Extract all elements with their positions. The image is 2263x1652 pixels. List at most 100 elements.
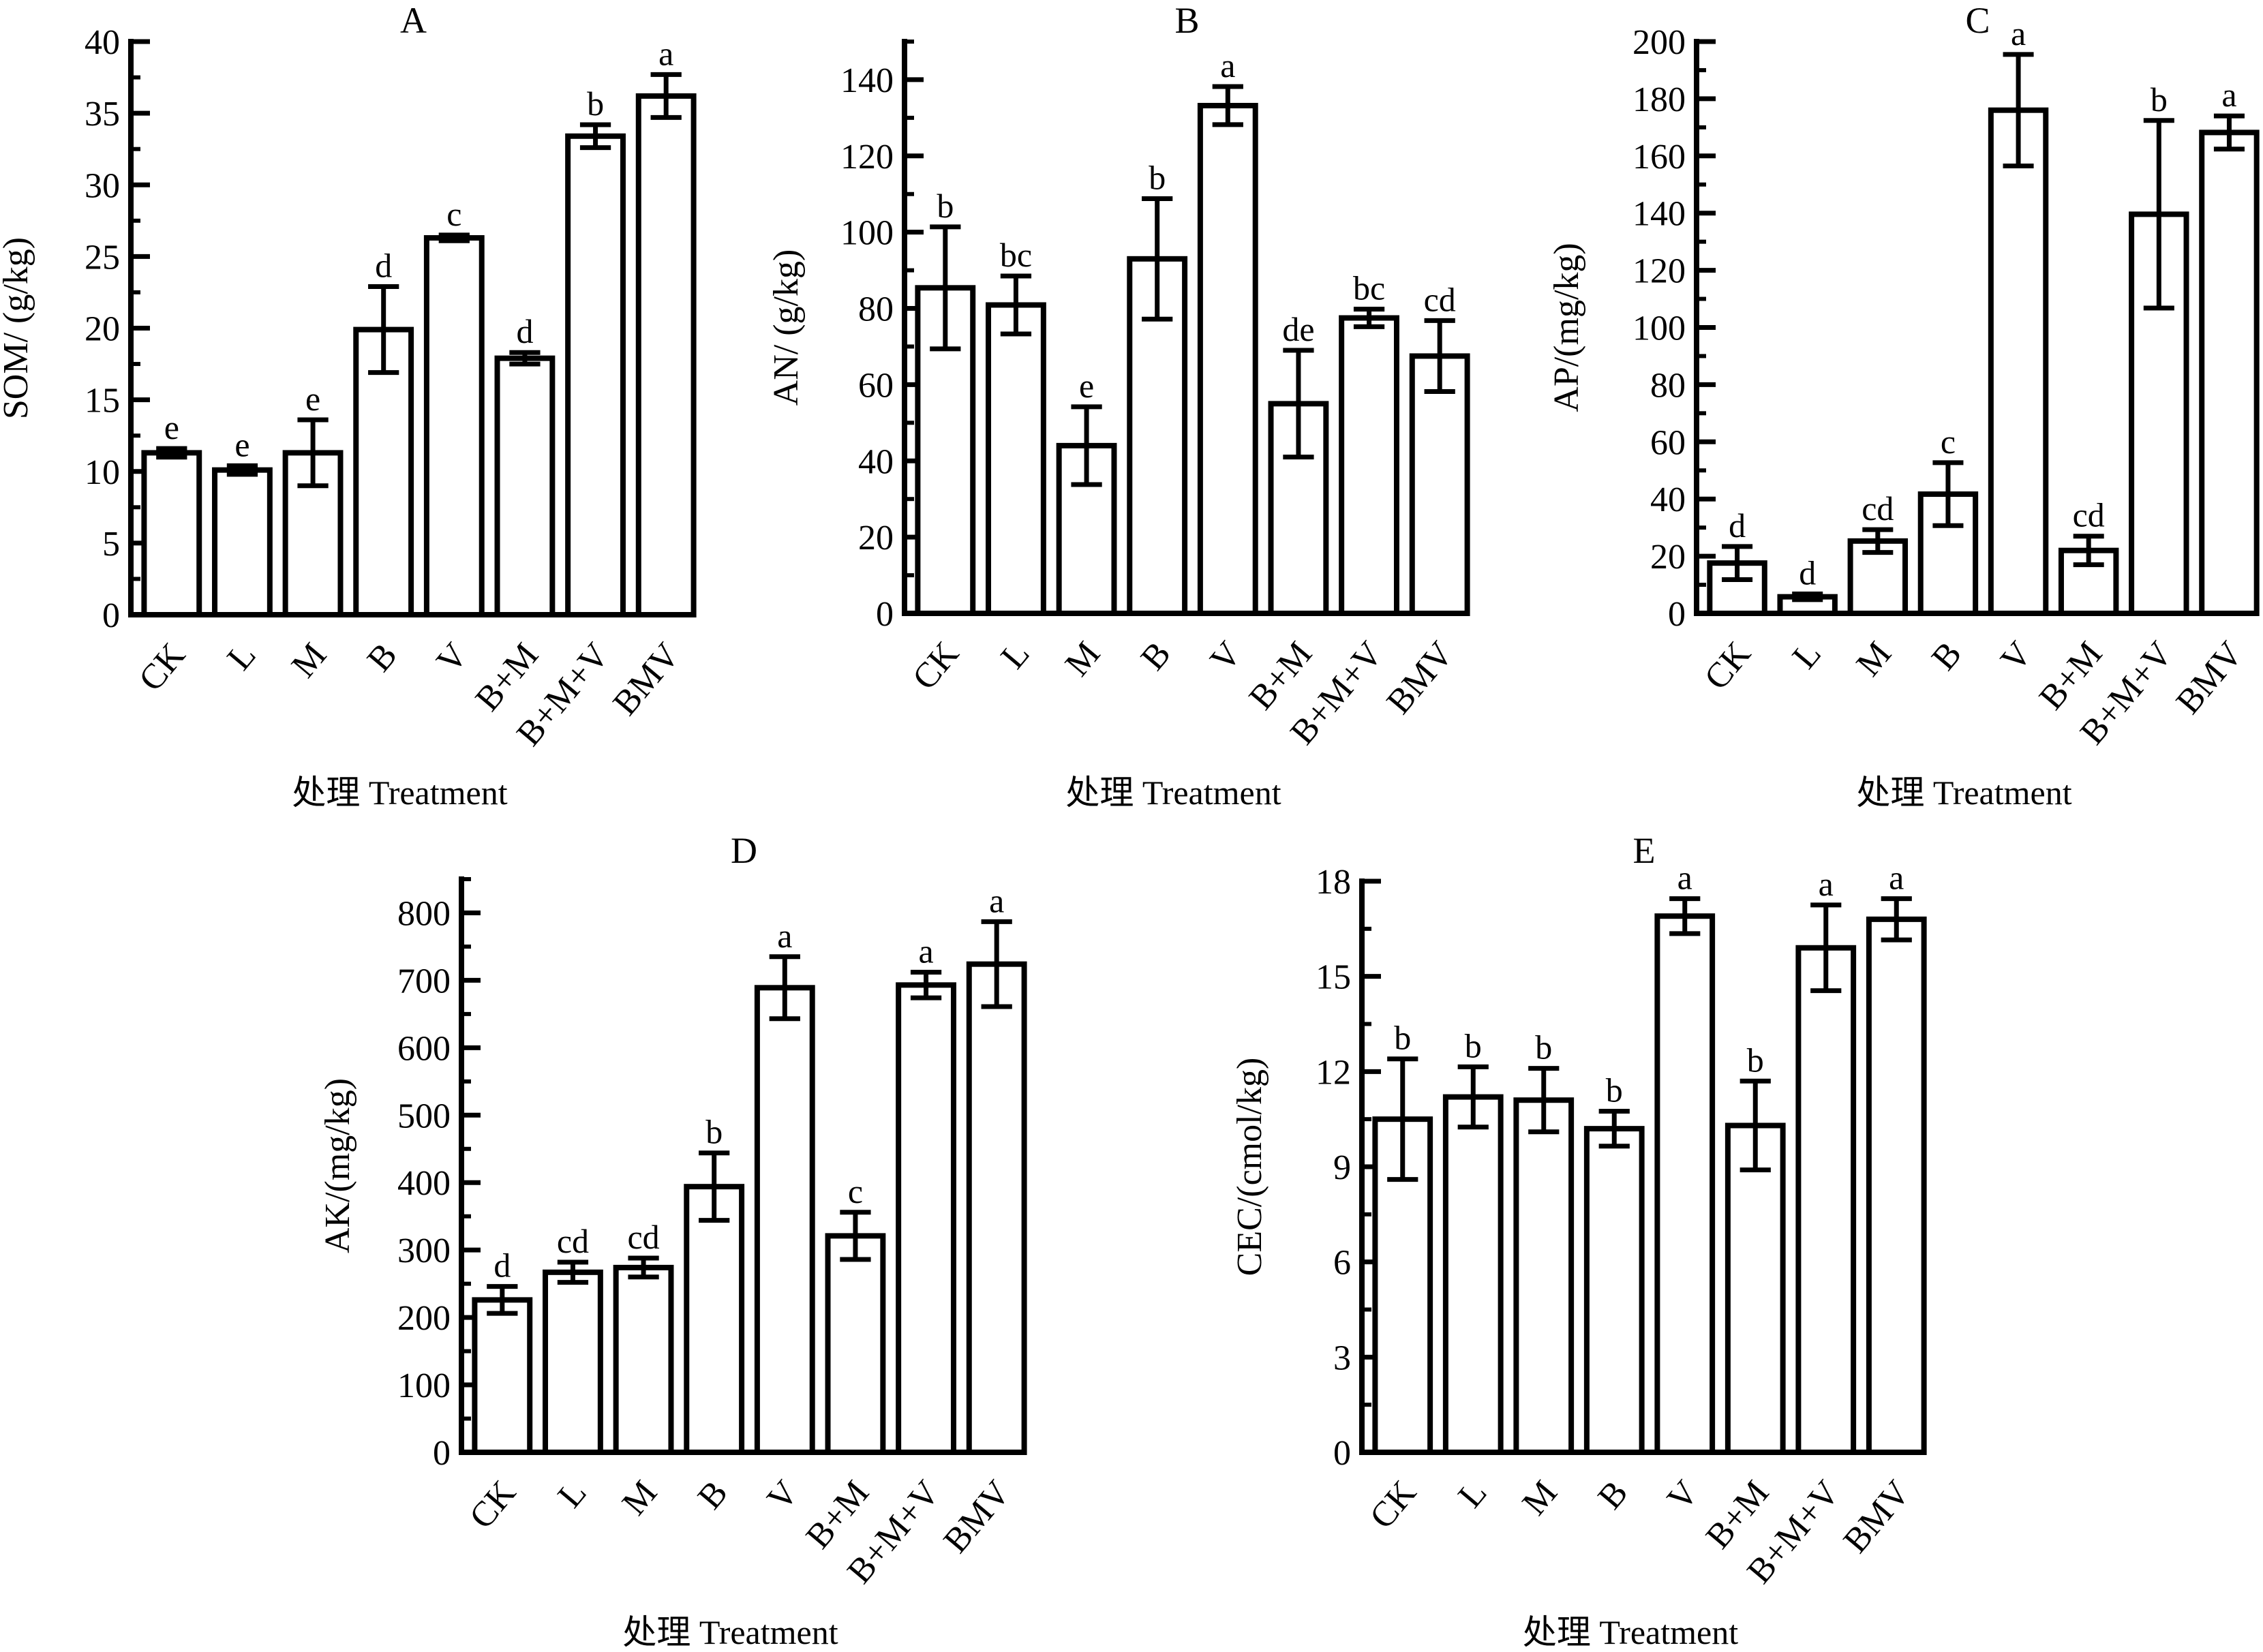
significance-label: c [848,1172,863,1210]
panel-title: D [731,830,757,871]
bar-b-m [825,1233,886,1455]
y-tick-label: 60 [858,366,894,405]
y-tick-label: 0 [102,596,120,635]
x-tick-label: L [220,636,264,677]
significance-label: a [1819,865,1834,903]
significance-label: d [493,1246,511,1285]
y-tick-label: 100 [840,214,894,253]
y-tick-label: 120 [1632,252,1686,291]
y-tick-label: 20 [85,310,120,349]
y-tick-label: 300 [397,1232,451,1270]
y-tick-label: 40 [1650,480,1686,519]
bar-b-m [1725,1122,1786,1455]
panel-a: A 0 5 10 15 20 25 30 35 40 SOM/ (g/kg) e CK e Le Md Bc Vd… [0,0,697,812]
x-axis-title: 处理 Treatment [622,1613,838,1651]
x-axis-title: 处理 Treatment [292,774,507,812]
y-tick-label: 200 [1632,23,1686,62]
error-bar [1071,404,1102,487]
significance-label: a [777,917,792,955]
significance-label: a [918,932,933,970]
bar-v [423,235,485,618]
error-bar [368,284,399,376]
y-tick-label: 100 [1632,309,1686,348]
y-tick-label: 15 [1316,958,1351,997]
significance-label: e [234,425,249,463]
bar-b [1583,1126,1645,1455]
bar-bmv [966,961,1027,1455]
y-tick-label: 40 [85,23,120,62]
error-bar [579,122,611,151]
bar-v [1197,102,1258,616]
panel-d: D 0 100 200 300 400 500 600 700 800 AK/(mg/kg) d CK c… [318,830,1027,1651]
significance-label: a [989,881,1004,919]
bar-b-m [494,355,556,618]
y-tick-label: 400 [397,1164,451,1203]
x-tick-label: M [1058,634,1108,684]
error-bar [1212,84,1243,127]
x-tick-label: V [429,636,476,680]
bar-bmv [2199,129,2260,616]
significance-label: a [1220,46,1235,85]
x-tick-label: BMV [937,1473,1018,1560]
error-bar [1283,348,1314,460]
significance-label: b [1149,158,1166,196]
error-bar [438,232,470,243]
x-tick-label: B [1590,1473,1635,1516]
bar-l [1442,1094,1504,1455]
bar-v [1988,107,2049,616]
bar-m [613,1264,674,1455]
x-tick-label: B [1924,634,1969,677]
significance-label: c [446,195,461,233]
y-tick-label: 6 [1333,1244,1351,1283]
significance-label: e [164,408,179,446]
y-tick-label: 800 [397,894,451,933]
y-tick-label: 180 [1632,80,1686,119]
y-tick-label: 0 [433,1434,451,1473]
bar-ck [472,1297,533,1455]
y-axis-title: AN/ (g/kg) [767,249,806,406]
y-tick-label: 30 [85,166,120,205]
significance-label: b [937,187,954,225]
x-tick-label: L [994,634,1037,676]
error-bar [1722,544,1753,582]
significance-label: b [1535,1028,1552,1067]
x-tick-label: M [615,1473,665,1523]
bar-m [1513,1097,1575,1455]
error-bar [2003,52,2034,168]
x-tick-label: B [690,1473,735,1516]
bar-l [543,1269,603,1455]
y-tick-label: 80 [1650,366,1686,405]
significance-label: de [1282,310,1314,348]
y-tick-label: 140 [840,61,894,100]
error-bar [156,446,187,460]
bar-l [212,467,273,618]
bar-b-m-v [565,133,626,617]
error-bar [1810,902,1842,994]
significance-label: e [305,380,320,418]
x-axis-title: 处理 Treatment [1856,774,2071,812]
error-bar [1881,896,1912,943]
significance-label: a [2011,14,2026,52]
bar-bmv [635,93,697,617]
bar-b [684,1184,745,1455]
y-tick-label: 0 [1668,595,1686,634]
significance-label: a [1889,859,1904,897]
significance-label: cd [2073,496,2105,534]
y-tick-label: 700 [397,962,451,1000]
x-tick-label: B [1134,634,1179,677]
x-tick-label: BMV [2169,634,2251,721]
error-bar [930,224,961,352]
x-tick-label: L [1451,1473,1494,1515]
panel-title: A [400,0,427,41]
x-tick-label: L [1785,634,1829,676]
error-bar [650,72,682,120]
significance-label: b [587,85,604,123]
y-tick-label: 120 [840,138,894,177]
x-tick-label: V [760,1473,806,1518]
significance-label: cd [1862,489,1894,527]
y-tick-label: 140 [1632,195,1686,234]
y-axis-title: AP/(mg/kg) [1547,243,1586,412]
significance-label: b [2151,80,2168,119]
error-bar [1424,318,1455,394]
